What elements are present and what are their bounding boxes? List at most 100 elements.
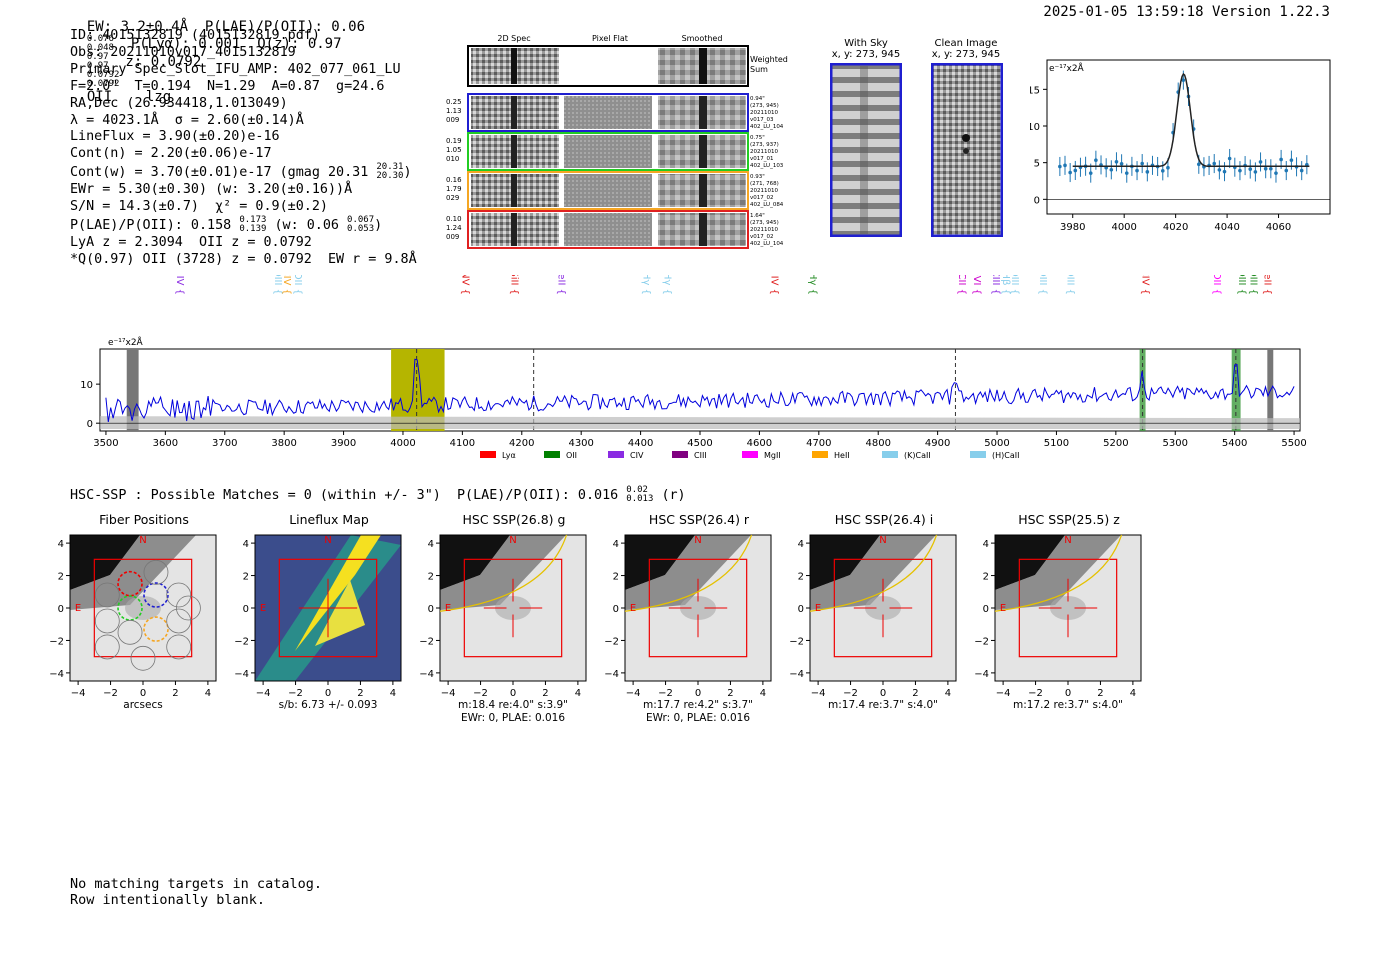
info-lambda: λ = 4023.1Å σ = 2.60(±0.14)Å bbox=[70, 112, 304, 128]
legend-item: (H)CaII bbox=[970, 451, 1019, 460]
zoom-xtick-label: 4040 bbox=[1214, 222, 1239, 233]
spec-xtick-label: 4300 bbox=[568, 438, 593, 449]
cutout-right-label: 20211010 bbox=[750, 110, 778, 116]
spec-xtick-label: 4900 bbox=[925, 438, 950, 449]
cutout-right-label: 402_LU_104 bbox=[750, 124, 784, 130]
ew-value: EW: 3.2±0.4Å bbox=[86, 19, 189, 35]
legend-label: CIV bbox=[630, 451, 644, 460]
legend-swatch bbox=[882, 451, 898, 458]
legend-label: HeII bbox=[834, 451, 850, 460]
hsc-panel: HSC SSP(25.5) z N E −4 −4 −2 −2 0 0 2 2 4 4 m:17.2 re… bbox=[975, 512, 1155, 727]
info-sn: S/N = 14.3(±0.7) χ² = 0.9(±0.2) bbox=[70, 199, 328, 215]
emission-line-label: Hβ { bbox=[1000, 275, 1011, 295]
info-plae: P(LAE)/P(OII): 0.158 0.173 0.139 (w: 0.06… bbox=[70, 214, 383, 234]
panel-ytick-label: 4 bbox=[613, 539, 619, 550]
fiber-circle bbox=[94, 608, 120, 634]
spec-xtick-label: 4700 bbox=[806, 438, 831, 449]
cutout-right-label: 402_LU_084 bbox=[750, 202, 784, 208]
cutout-left-label: 1.05 bbox=[446, 146, 462, 154]
emission-line-label: OIII { bbox=[1248, 275, 1259, 295]
cutout-right-label: v017_02 bbox=[750, 234, 774, 240]
spec-xtick-label: 5500 bbox=[1281, 438, 1306, 449]
svg-text:Sum: Sum bbox=[750, 65, 768, 74]
panel-caption: m:17.4 re:3.7" s:4.0" bbox=[828, 699, 938, 711]
zoom-point bbox=[1073, 168, 1078, 173]
cutout-left-label: 1.13 bbox=[446, 107, 462, 115]
zoom-point bbox=[1248, 167, 1253, 171]
cutout-left-label: 0.16 bbox=[446, 176, 462, 184]
col-title-pixelflat: Pixel Flat bbox=[592, 34, 628, 43]
line-band bbox=[1139, 349, 1146, 431]
panel-ytick-label: 0 bbox=[243, 604, 249, 615]
panel-xtick-label: 4 bbox=[760, 688, 766, 699]
version: Version 1.22.3 bbox=[1211, 4, 1330, 20]
panel-xtick-label: 2 bbox=[1097, 688, 1103, 699]
legend-swatch bbox=[742, 451, 758, 458]
emission-line-label: HeII { bbox=[556, 275, 567, 295]
spec-xtick-label: 4200 bbox=[509, 438, 534, 449]
north-label: N bbox=[139, 535, 146, 546]
zoom-point bbox=[1274, 171, 1278, 175]
qz-lower: 0.97 bbox=[86, 61, 109, 71]
zoom-ytick-label: 0 bbox=[1034, 195, 1040, 206]
fiber-circle bbox=[117, 619, 143, 645]
panel-xtick-label: −4 bbox=[71, 688, 86, 699]
cutout-right-label: v017_02 bbox=[750, 195, 774, 201]
zoom-point bbox=[1269, 166, 1273, 171]
cutout-left-label: 029 bbox=[446, 194, 459, 202]
legend-item: (K)CaII bbox=[882, 451, 931, 460]
legend-item: CIV bbox=[608, 451, 644, 460]
clean-image bbox=[931, 63, 1003, 237]
info-fiber-params: F=2.0" T=0.194 N=1.29 A=0.87 g=24.6 bbox=[70, 78, 385, 94]
cutout-right-label: 0.94" bbox=[750, 96, 765, 102]
east-label: E bbox=[630, 603, 636, 614]
cutout-right-label: v017_03 bbox=[750, 117, 774, 123]
cutout-right-label: v017_01 bbox=[750, 156, 774, 162]
zoom-point bbox=[1299, 168, 1304, 173]
panel-ytick-label: 2 bbox=[243, 572, 249, 583]
zoom-point bbox=[1279, 157, 1283, 162]
emission-line-label: OIII { bbox=[1065, 275, 1076, 295]
footer-line-1: No matching targets in catalog. bbox=[70, 876, 322, 892]
info-obs: Obs: 20211010v017_4015132819 bbox=[70, 44, 296, 60]
legend-label: MgII bbox=[764, 451, 781, 460]
hsc-panel: HSC SSP(26.4) r N E −4 −4 −2 −2 0 0 2 2 4 4 m:17.7 re… bbox=[605, 512, 785, 727]
spec-xtick-label: 4800 bbox=[865, 438, 890, 449]
hsc-panel-title: HSC SSP(26.8) g bbox=[462, 512, 566, 527]
panel-xtick-label: −4 bbox=[441, 688, 456, 699]
spec-xtick-label: 5400 bbox=[1222, 438, 1247, 449]
east-label: E bbox=[260, 603, 266, 614]
spec-ytick-label: 10 bbox=[80, 380, 93, 391]
panel-xtick-label: −2 bbox=[473, 688, 488, 699]
emission-line-label: Hγ { bbox=[661, 275, 672, 295]
legend-item: OII bbox=[544, 451, 577, 460]
cutout-left-label: 010 bbox=[446, 155, 459, 163]
spec-xtick-label: 5300 bbox=[1163, 438, 1188, 449]
panel-ytick-label: −4 bbox=[790, 669, 804, 680]
panel-xtick-label: −2 bbox=[658, 688, 673, 699]
cutout-left-label: 0.25 bbox=[446, 98, 462, 106]
fiber-circle bbox=[166, 582, 192, 608]
aperture-box bbox=[463, 558, 563, 658]
hsc-panel-image: N E −4 −4 −2 −2 0 0 2 2 4 4 m:17.2 re:3.7" s:4.0" bbox=[975, 534, 1142, 711]
panel-xtick-label: −2 bbox=[288, 688, 303, 699]
noise-band bbox=[100, 416, 1300, 430]
plae-value: P(LAE)/P(OII): 0.06 bbox=[204, 19, 366, 35]
flags: lzg bbox=[145, 89, 172, 105]
spec-xtick-label: 3800 bbox=[271, 438, 296, 449]
panel-xtick-label: −2 bbox=[1028, 688, 1043, 699]
panel-ytick-label: 4 bbox=[58, 539, 64, 550]
zoom-ytick-label: 15 bbox=[1030, 85, 1040, 96]
panel-xtick-label: 2 bbox=[912, 688, 918, 699]
panel-ytick-label: 4 bbox=[428, 539, 434, 550]
emission-line-label: OIII { bbox=[1236, 275, 1247, 295]
zoom-point bbox=[1227, 156, 1232, 161]
panel-ytick-label: 0 bbox=[58, 604, 64, 615]
spec-xtick-label: 4500 bbox=[687, 438, 712, 449]
with-sky-title: With Sky x, y: 273, 945 bbox=[831, 38, 901, 60]
panel-xtick-label: 2 bbox=[172, 688, 178, 699]
zoom-point bbox=[1160, 169, 1165, 173]
spec-xtick-label: 4100 bbox=[450, 438, 475, 449]
zoom-point bbox=[1181, 78, 1186, 82]
